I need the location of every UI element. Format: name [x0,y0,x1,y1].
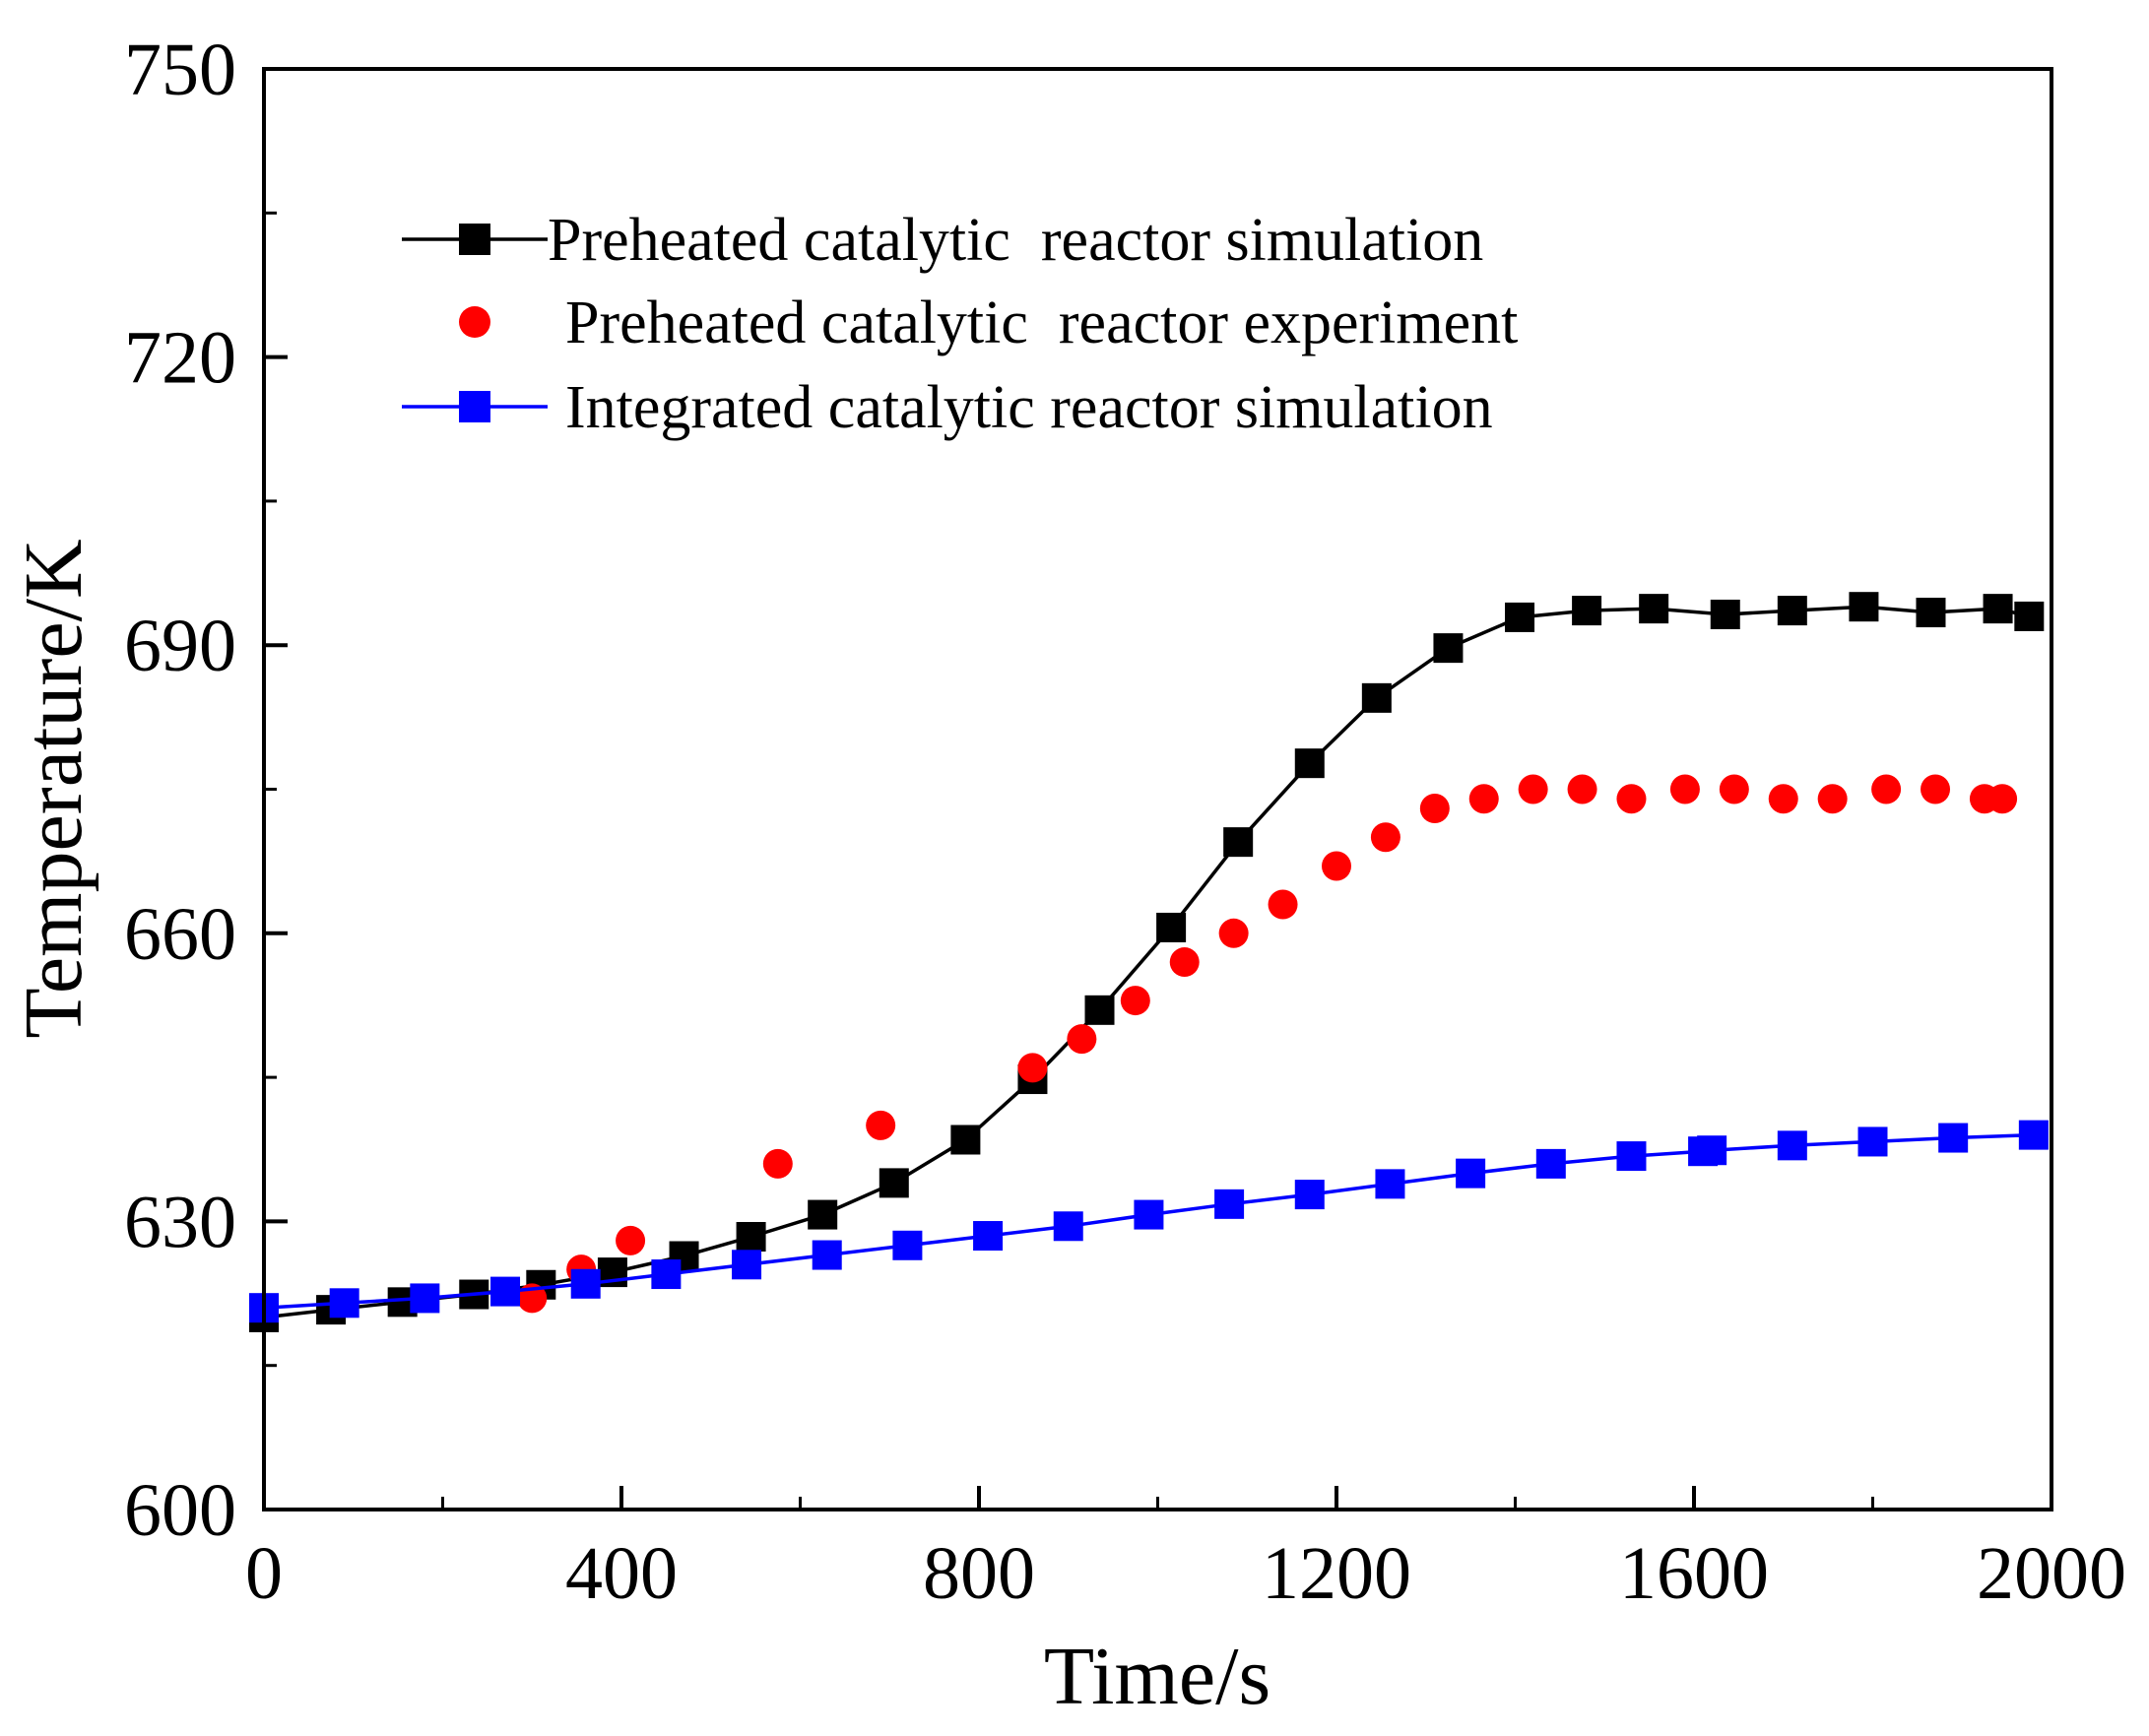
data-point-marker [1817,784,1848,814]
data-point-marker [651,1259,682,1290]
data-point-marker [1419,794,1450,824]
x-tick-label: 1200 [1262,1532,1411,1615]
data-point-marker [1223,827,1254,858]
data-point-marker [2018,1120,2049,1150]
x-tick-label: 2000 [1977,1532,2126,1615]
data-point-marker [1375,1169,1405,1199]
data-point-marker [490,1276,521,1307]
x-axis-title: Time/s [1044,1631,1270,1722]
data-point-marker [1067,1024,1097,1055]
data-point-marker [1768,784,1798,814]
data-point-marker [570,1268,601,1299]
data-point-marker [1616,1141,1647,1172]
data-point-marker [1719,774,1749,804]
x-tick-label: 1600 [1619,1532,1769,1615]
data-point-marker [1361,682,1392,713]
data-point-marker [410,1283,440,1314]
y-tick-label: 630 [124,1181,236,1263]
data-point-marker [1857,1126,1888,1157]
y-tick-label: 690 [124,605,236,687]
data-point-marker [1017,1053,1048,1083]
data-point-marker [1710,599,1740,629]
series-3 [249,1120,2049,1323]
data-point-marker [812,1240,842,1270]
tick-labels: 0 400 800 1200 1600 2000 600 630 660 690 720 750 [124,29,2126,1615]
y-axis-title: Temperature/K [8,539,99,1038]
legend-marker [459,391,490,422]
data-point-marker [1921,774,1951,804]
data-point-marker [1777,596,1807,626]
x-tick-label: 0 [245,1532,283,1615]
data-point-marker [1053,1211,1083,1242]
data-point-marker [732,1250,762,1280]
data-point-marker [879,1168,909,1198]
x-tick-label: 800 [923,1532,1035,1615]
data-point-marker [2014,601,2045,631]
data-point-marker [1938,1123,1969,1153]
data-point-marker [1169,947,1200,978]
y-tick-label: 600 [124,1469,236,1552]
data-point-marker [616,1225,646,1255]
x-tick-label: 400 [565,1532,678,1615]
legend: Preheated catalytic reactor simulation Pr… [402,207,1518,441]
data-point-marker [1218,918,1249,948]
data-point-marker [1849,592,1879,622]
y-tick-label: 660 [124,893,236,976]
y-tick-label: 750 [124,29,236,111]
axis-ticks [262,67,2053,1511]
data-point-marker [1697,1135,1727,1166]
data-point-marker [950,1125,981,1155]
data-point-marker [1871,774,1902,804]
legend-marker [459,224,490,255]
y-tick-label: 720 [124,317,236,400]
data-point-marker [1616,784,1647,814]
data-point-marker [1084,995,1115,1025]
data-point-marker [1468,784,1499,814]
data-point-marker [1505,602,1535,632]
data-point-marker [1268,889,1298,920]
data-point-marker [1777,1130,1807,1161]
data-point-marker [1639,594,1669,624]
data-point-marker [1214,1189,1245,1219]
legend-item-3: Integrated catalytic reactor simulation [402,374,1493,441]
data-point-marker [808,1199,838,1230]
data-point-marker [1433,633,1464,664]
data-point-marker [736,1222,766,1253]
plot-series [249,592,2049,1332]
data-point-marker [1987,784,2018,814]
legend-marker [459,306,490,338]
data-point-marker [1567,774,1597,804]
data-point-marker [892,1230,923,1260]
plot-frame [262,67,2053,1511]
data-point-marker [973,1221,1004,1252]
legend-label: Integrated catalytic reactor simulation [565,374,1493,441]
data-point-marker [1294,1180,1325,1210]
data-point-marker [1518,774,1548,804]
legend-label: Preheated catalytic reactor experiment [565,289,1518,356]
legend-label: Preheated catalytic reactor simulation [548,207,1483,274]
data-point-marker [1669,774,1700,804]
data-point-marker [1916,598,1946,628]
data-point-marker [1456,1158,1486,1189]
data-point-marker [762,1148,793,1179]
data-point-marker [1120,986,1150,1016]
data-point-marker [1983,594,2013,624]
data-point-marker [329,1288,359,1318]
data-point-marker [1322,851,1351,881]
data-point-marker [1572,596,1602,626]
data-point-marker [1294,748,1325,779]
legend-item-2: Preheated catalytic reactor experiment [459,289,1518,356]
legend-item-1: Preheated catalytic reactor simulation [402,207,1483,274]
data-point-marker [866,1110,896,1140]
data-point-marker [1535,1148,1566,1179]
data-point-marker [1156,912,1187,942]
data-point-marker [1134,1199,1164,1230]
data-point-marker [1370,822,1400,853]
